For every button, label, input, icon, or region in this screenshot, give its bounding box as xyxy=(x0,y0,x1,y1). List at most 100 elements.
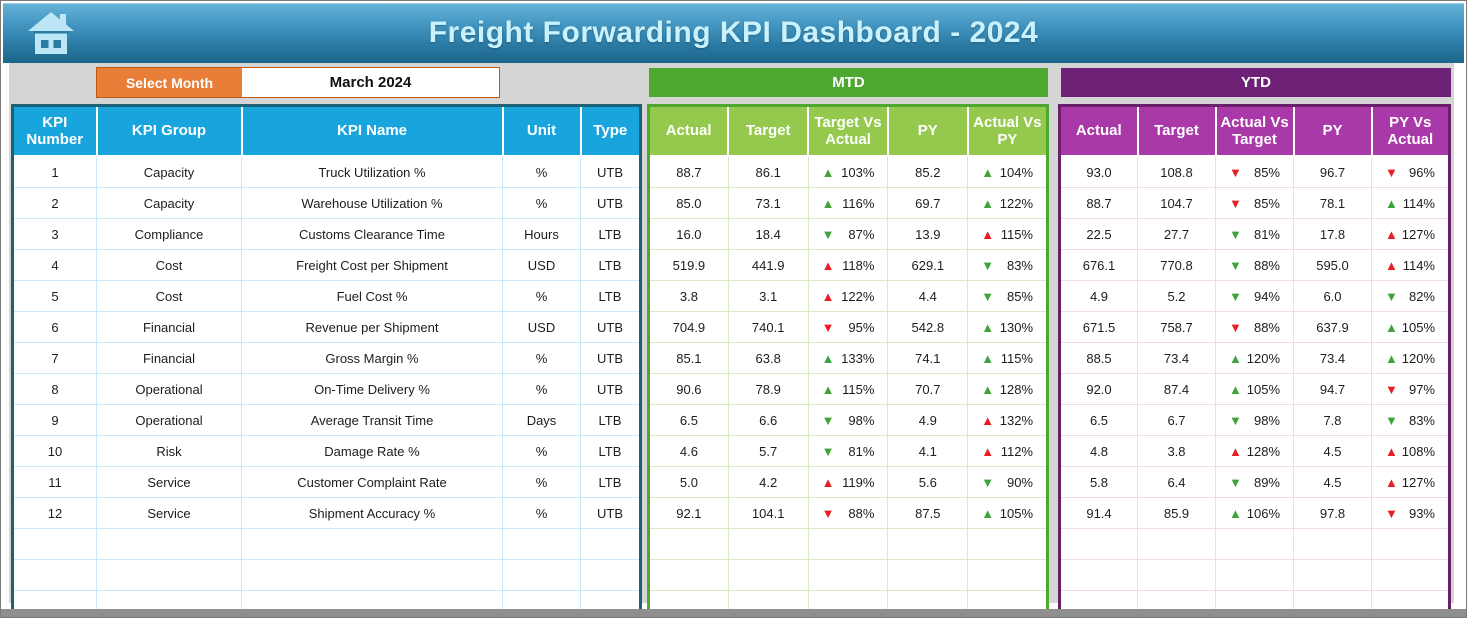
variance-percent: 82% xyxy=(1408,288,1435,304)
home-icon[interactable] xyxy=(27,11,75,55)
kpi-row: 9 Operational Average Transit Time Days LTB xyxy=(12,404,641,436)
cell-mtd-actual-vs-py: ▲ 112% xyxy=(967,435,1048,467)
cell-ytd-py: 73.4 xyxy=(1293,342,1372,374)
trend-up-icon: ▲ xyxy=(981,381,995,397)
trend-up-icon: ▲ xyxy=(821,381,835,397)
empty-cell xyxy=(12,559,97,591)
cell-mtd-py: 5.6 xyxy=(887,466,969,498)
empty-cell xyxy=(1059,528,1138,560)
ytd-row: 88.7 104.7 ▼ 85% 78.1 ▲ 114% xyxy=(1059,187,1450,219)
cell-kpi-number: 4 xyxy=(12,249,97,281)
kpi-table-body: 1 Capacity Truck Utilization %% UTB 2 Capacit… xyxy=(12,155,641,617)
ytd-row: 92.0 87.4 ▲ 105% 94.7 ▼ 97% xyxy=(1059,373,1450,405)
home-icon-graphic xyxy=(28,12,74,54)
empty-cell xyxy=(502,528,581,560)
cell-type: LTB xyxy=(580,404,641,436)
cell-mtd-actual-vs-py: ▲ 105% xyxy=(967,497,1048,529)
cell-mtd-target-vs-actual: ▼ 95% xyxy=(807,311,889,343)
trend-down-icon: ▼ xyxy=(821,443,835,459)
cell-mtd-target-vs-actual: ▲ 122% xyxy=(807,280,889,312)
kpi-empty-row xyxy=(12,528,641,560)
cell-kpi-name: Customs Clearance Time xyxy=(241,218,503,250)
cell-ytd-actual: 88.5 xyxy=(1059,342,1138,374)
cell-ytd-target: 108.8 xyxy=(1137,155,1216,188)
mtd-row: 85.1 63.8 ▲ 133% 74.1 ▲ 115% xyxy=(648,342,1048,374)
cell-kpi-group: Service xyxy=(96,497,242,529)
ytd-table-body: 93.0 108.8 ▼ 85% 96.7 ▼ 96% 88.7 104.7 ▼ 85% 78.1 ▲ 1… xyxy=(1059,155,1450,617)
mtd-row: 704.9 740.1 ▼ 95% 542.8 ▲ 130% xyxy=(648,311,1048,343)
cell-ytd-actual: 5.8 xyxy=(1059,466,1138,498)
cell-mtd-target-vs-actual: ▲ 103% xyxy=(807,155,889,188)
cell-mtd-actual: 85.0 xyxy=(648,187,729,219)
cell-type: UTB xyxy=(580,342,641,374)
trend-down-icon: ▼ xyxy=(821,319,835,335)
cell-mtd-target: 18.4 xyxy=(727,218,809,250)
cell-type: LTB xyxy=(580,435,641,467)
cell-mtd-target: 3.1 xyxy=(727,280,809,312)
cell-ytd-actual-vs-target: ▼ 89% xyxy=(1215,466,1294,498)
variance-percent: 115% xyxy=(842,381,875,397)
cell-mtd-py: 629.1 xyxy=(887,249,969,281)
cell-kpi-number: 6 xyxy=(12,311,97,343)
selected-month-field[interactable]: March 2024 xyxy=(242,68,499,97)
col-header-mtd-target: Target xyxy=(727,104,810,157)
cell-kpi-number: 12 xyxy=(12,497,97,529)
cell-ytd-py: 6.0 xyxy=(1293,280,1372,312)
cell-mtd-actual-vs-py: ▲ 115% xyxy=(967,218,1048,250)
select-month-button[interactable]: Select Month xyxy=(97,68,242,97)
kpi-empty-row xyxy=(12,559,641,591)
mtd-row: 3.8 3.1 ▲ 122% 4.4 ▼ 85% xyxy=(648,280,1048,312)
cell-ytd-actual-vs-target: ▼ 81% xyxy=(1215,218,1294,250)
variance-percent: 118% xyxy=(842,257,875,273)
cell-ytd-actual: 676.1 xyxy=(1059,249,1138,281)
ytd-row: 4.9 5.2 ▼ 94% 6.0 ▼ 82% xyxy=(1059,280,1450,312)
cell-mtd-target-vs-actual: ▲ 115% xyxy=(807,373,889,405)
trend-up-icon: ▲ xyxy=(1385,257,1398,273)
trend-up-icon: ▲ xyxy=(981,319,995,335)
col-header-ytd-actual-vs-target: Actual Vs Target xyxy=(1214,104,1295,157)
kpi-row: 4 Cost Freight Cost per Shipment USD LTB xyxy=(12,249,641,281)
variance-percent: 85% xyxy=(1253,195,1280,211)
variance-percent: 127% xyxy=(1401,474,1435,490)
cell-ytd-target: 27.7 xyxy=(1137,218,1216,250)
cell-kpi-group: Compliance xyxy=(96,218,242,250)
empty-cell xyxy=(96,528,242,560)
trend-up-icon: ▲ xyxy=(981,226,995,242)
kpi-row: 10 Risk Damage Rate %% LTB xyxy=(12,435,641,467)
trend-down-icon: ▼ xyxy=(981,474,995,490)
cell-mtd-actual-vs-py: ▲ 128% xyxy=(967,373,1048,405)
trend-down-icon: ▼ xyxy=(1385,288,1398,304)
cell-ytd-py-vs-actual: ▲ 105% xyxy=(1371,311,1450,343)
trend-up-icon: ▲ xyxy=(981,350,995,366)
ytd-row: 93.0 108.8 ▼ 85% 96.7 ▼ 96% xyxy=(1059,155,1450,188)
cell-mtd-actual: 704.9 xyxy=(648,311,729,343)
cell-ytd-actual: 22.5 xyxy=(1059,218,1138,250)
cell-unit: % xyxy=(502,497,581,529)
trend-up-icon: ▲ xyxy=(1229,505,1242,521)
variance-percent: 115% xyxy=(1000,226,1033,242)
kpi-row: 3 Compliance Customs Clearance Time Hours LT… xyxy=(12,218,641,250)
cell-ytd-py: 96.7 xyxy=(1293,155,1372,188)
cell-kpi-name: Freight Cost per Shipment xyxy=(241,249,503,281)
cell-mtd-target: 63.8 xyxy=(727,342,809,374)
mtd-row: 4.6 5.7 ▼ 81% 4.1 ▲ 112% xyxy=(648,435,1048,467)
cell-type: UTB xyxy=(580,187,641,219)
cell-ytd-py: 78.1 xyxy=(1293,187,1372,219)
trend-down-icon: ▼ xyxy=(981,257,995,273)
cell-kpi-number: 1 xyxy=(12,155,97,188)
empty-cell xyxy=(807,528,889,560)
cell-ytd-actual-vs-target: ▲ 120% xyxy=(1215,342,1294,374)
cell-ytd-target: 5.2 xyxy=(1137,280,1216,312)
kpi-row: 6 Financial Revenue per Shipment USD UTB xyxy=(12,311,641,343)
cell-mtd-actual: 85.1 xyxy=(648,342,729,374)
col-header-kpi-number: KPI Number xyxy=(11,104,98,157)
trend-up-icon: ▲ xyxy=(981,505,995,521)
cell-kpi-number: 9 xyxy=(12,404,97,436)
col-header-ytd-py-vs-actual: PY Vs Actual xyxy=(1370,104,1451,157)
cell-kpi-name: Truck Utilization % xyxy=(241,155,503,188)
mtd-row: 5.0 4.2 ▲ 119% 5.6 ▼ 90% xyxy=(648,466,1048,498)
trend-up-icon: ▲ xyxy=(1229,350,1242,366)
empty-cell xyxy=(1215,528,1294,560)
variance-percent: 85% xyxy=(1006,288,1033,304)
